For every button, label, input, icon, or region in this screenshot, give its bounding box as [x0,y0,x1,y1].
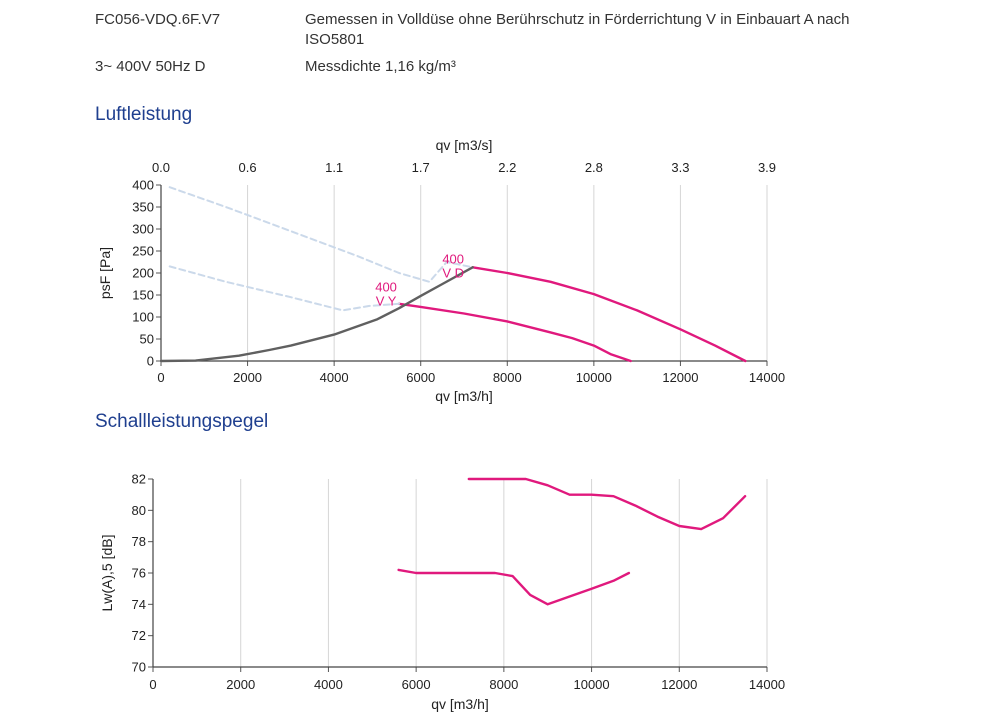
series-line-limit-lower [168,265,401,312]
density-label: Messdichte 1,16 kg/m³ [305,58,456,75]
x2-tick-label: 2.2 [498,160,516,175]
x2-tick-label: 1.7 [412,160,430,175]
y-axis-label: psF [Pa] [97,247,113,299]
y-tick-label: 100 [132,310,154,325]
measurement-standard: ISO5801 [305,31,365,48]
y-tick-label: 150 [132,288,154,303]
series-line-system [159,266,474,363]
curve-annotation-label: 400 [442,251,464,266]
y-tick-label: 72 [132,628,146,643]
sound-power-title: Schallleistungspegel [95,411,269,432]
x2-axis-label: qv [m3/s] [436,137,493,153]
measurement-description: Gemessen in Volldüse ohne Berührschutz i… [305,11,850,28]
x-tick-label: 10000 [573,677,609,692]
x-tick-label: 12000 [662,370,698,385]
x-tick-label: 4000 [314,677,343,692]
x-axis-label: qv [m3/h] [435,388,493,404]
x-tick-label: 0 [149,677,156,692]
x-tick-label: 6000 [406,370,435,385]
x-tick-label: 8000 [489,677,518,692]
x-tick-label: 4000 [320,370,349,385]
y-tick-label: 300 [132,222,154,237]
curve-annotation-label: V Y [376,293,397,308]
power-supply-label: 3~ 400V 50Hz D [95,58,206,75]
y-tick-label: 82 [132,472,146,487]
y-tick-label: 78 [132,534,146,549]
y-tick-label: 0 [147,354,154,369]
x2-tick-label: 2.8 [585,160,603,175]
model-label: FC056-VDQ.6F.V7 [95,11,221,28]
x-tick-label: 2000 [233,370,262,385]
x2-tick-label: 3.3 [671,160,689,175]
x-tick-label: 2000 [226,677,255,692]
y-tick-label: 50 [140,332,154,347]
series-line-v-d [467,477,747,531]
x-tick-label: 0 [157,370,164,385]
x-tick-label: 6000 [402,677,431,692]
series-line-v-y [397,568,631,606]
y-tick-label: 350 [132,200,154,215]
y-tick-label: 70 [132,660,146,675]
y-axis-label: Lw(A),5 [dB] [99,534,115,611]
y-tick-label: 400 [132,178,154,193]
curve-annotation-label: 400 [375,279,397,294]
x-axis-label: qv [m3/h] [431,696,489,712]
x2-tick-label: 1.1 [325,160,343,175]
x-tick-label: 12000 [661,677,697,692]
x-tick-label: 10000 [576,370,612,385]
series-line-v-d [471,266,747,363]
x-tick-label: 8000 [493,370,522,385]
x2-tick-label: 3.9 [758,160,776,175]
x2-tick-label: 0.0 [152,160,170,175]
x2-tick-label: 0.6 [239,160,257,175]
y-tick-label: 80 [132,503,146,518]
curve-annotation-label: V D [442,265,464,280]
y-tick-label: 76 [132,566,146,581]
x-tick-label: 14000 [749,677,785,692]
air-performance-title: Luftleistung [95,104,193,125]
y-tick-label: 250 [132,244,154,259]
y-tick-label: 74 [132,597,146,612]
series-line-v-y [397,302,632,363]
series-line-limit-upper [168,186,474,283]
y-tick-label: 200 [132,266,154,281]
x-tick-label: 14000 [749,370,785,385]
